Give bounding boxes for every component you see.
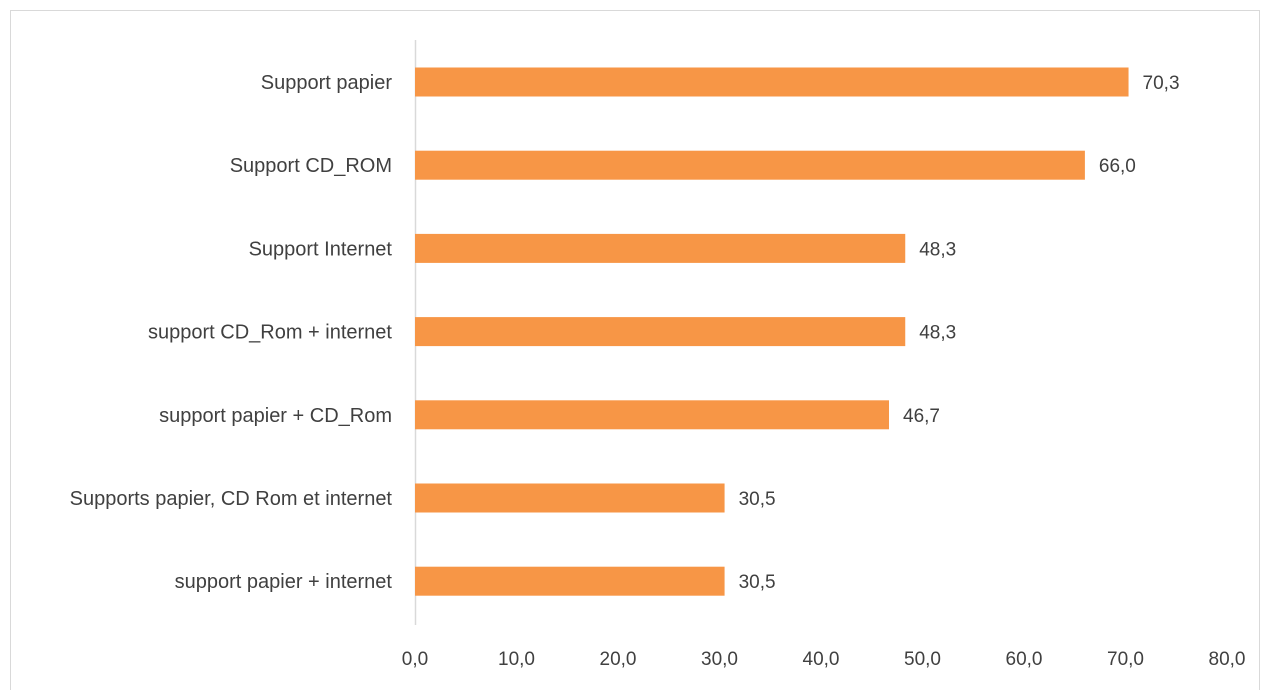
bar-7: [415, 566, 725, 596]
data-label-2: 66,0: [1099, 156, 1136, 177]
data-label-5: 46,7: [903, 406, 940, 427]
x-tick-label-8: 80,0: [1209, 649, 1246, 670]
bar-2: [415, 150, 1085, 180]
category-label-5: support papier + CD_Rom: [159, 405, 392, 427]
category-labels: Support papier Support CD_ROM Support Inte…: [70, 72, 393, 593]
x-tick-labels: 0,0 10,0 20,0 30,0 40,0 50,0 60,0 70,0 80,0: [402, 649, 1246, 670]
category-label-6: Supports papier, CD Rom et internet: [70, 488, 393, 510]
data-label-4: 48,3: [919, 323, 956, 344]
category-label-3: Support Internet: [249, 238, 393, 260]
category-label-4: support CD_Rom + internet: [148, 322, 392, 344]
bar-1: [415, 67, 1129, 97]
bar-5: [415, 400, 890, 430]
x-tick-label-4: 40,0: [803, 649, 840, 670]
bar-3: [415, 233, 906, 263]
x-tick-label-0: 0,0: [402, 649, 428, 670]
x-tick-label-1: 10,0: [498, 649, 535, 670]
data-label-6: 30,5: [739, 489, 776, 510]
bars-group: [415, 67, 1129, 596]
category-label-7: support papier + internet: [175, 571, 393, 593]
bar-4: [415, 317, 906, 347]
category-label-2: Support CD_ROM: [230, 155, 392, 177]
data-label-7: 30,5: [739, 572, 776, 593]
data-labels: 70,3 66,0 48,3 48,3 46,7 30,5 30,5: [739, 73, 1180, 593]
data-label-3: 48,3: [919, 239, 956, 260]
x-tick-label-5: 50,0: [904, 649, 941, 670]
x-tick-label-2: 20,0: [600, 649, 637, 670]
x-tick-label-3: 30,0: [701, 649, 738, 670]
data-label-1: 70,3: [1143, 73, 1180, 94]
category-label-1: Support papier: [261, 72, 393, 94]
bar-6: [415, 483, 725, 513]
x-tick-label-6: 60,0: [1006, 649, 1043, 670]
x-tick-label-7: 70,0: [1107, 649, 1144, 670]
